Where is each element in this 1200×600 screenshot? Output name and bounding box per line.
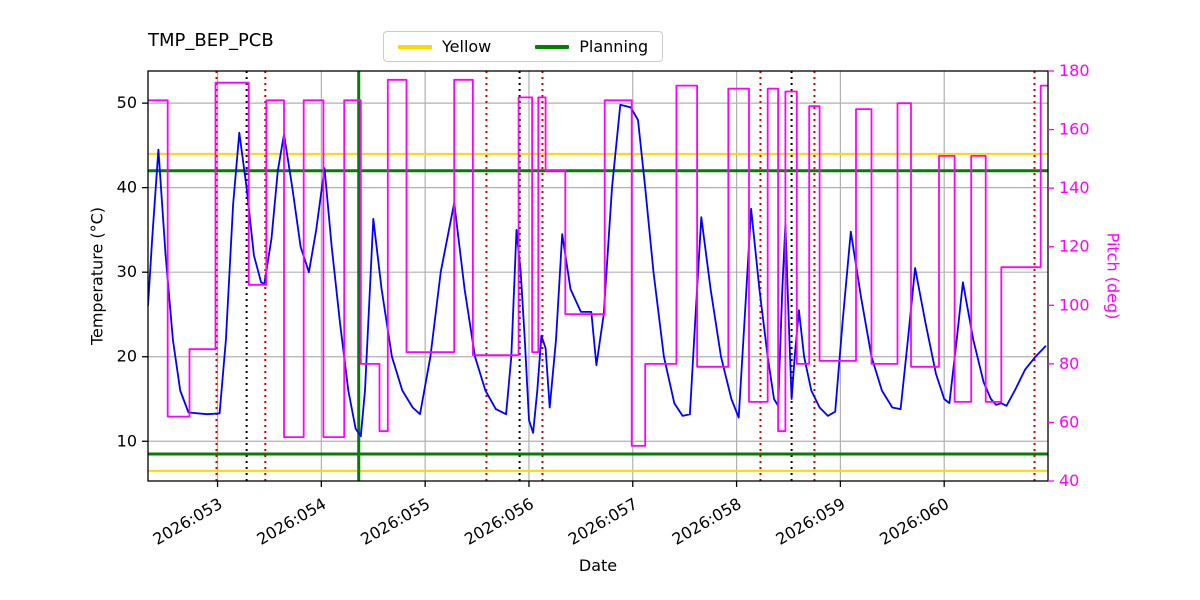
y-left-tick-label: 10 [117, 431, 137, 450]
pitch-series-line [148, 78, 1048, 447]
y-left-tick-label: 40 [117, 178, 137, 197]
y-right-tick-label: 160 [1059, 120, 1090, 139]
legend-item-planning: Planning [535, 37, 648, 56]
x-tick-label: 2026:053 [150, 494, 226, 549]
chart-title: TMP_BEP_PCB [148, 30, 274, 51]
x-axis-label: Date [578, 556, 618, 575]
temperature-series-line [148, 103, 1047, 438]
x-tick-label: 2026:060 [876, 494, 952, 549]
y-right-tick-label: 120 [1059, 237, 1090, 256]
x-tick-label: 2026:057 [565, 494, 641, 549]
legend-item-yellow: Yellow [398, 37, 491, 56]
x-tick-label: 2026:059 [773, 494, 849, 549]
y-right-tick-label: 100 [1059, 295, 1090, 314]
y-left-tick-label: 20 [117, 347, 137, 366]
y-right-tick-label: 80 [1059, 354, 1079, 373]
y-right-tick-label: 140 [1059, 178, 1090, 197]
legend-label: Yellow [442, 37, 492, 56]
y-left-tick-label: 50 [117, 93, 137, 112]
legend: Yellow Planning [383, 31, 664, 62]
legend-line-swatch [535, 44, 570, 49]
x-tick-label: 2026:058 [669, 494, 745, 549]
x-tick-label: 2026:056 [461, 494, 537, 549]
legend-line-swatch [398, 44, 432, 49]
x-tick-label: 2026:055 [357, 494, 433, 549]
legend-label: Planning [579, 37, 649, 56]
y-right-tick-label: 60 [1059, 412, 1079, 431]
plot-border [147, 70, 1049, 482]
x-tick-label: 2026:054 [253, 494, 329, 549]
y-left-tick-label: 30 [117, 262, 137, 281]
y-right-tick-label: 40 [1059, 471, 1079, 490]
y-right-tick-label: 180 [1059, 61, 1090, 80]
